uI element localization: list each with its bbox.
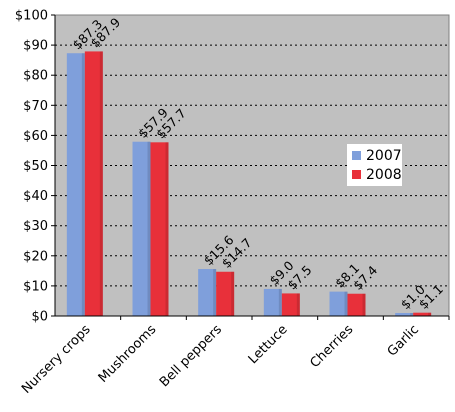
bar-shade-2007 <box>81 53 85 317</box>
category-label: Nursery crops <box>19 322 94 397</box>
gridlines <box>55 44 449 287</box>
bar-2007 <box>66 53 85 317</box>
y-tick-label: $0 <box>31 310 48 325</box>
y-tick-label: $30 <box>23 219 48 234</box>
bar-2007 <box>395 312 414 316</box>
category-label: Lettuce <box>246 322 291 367</box>
bar-2008 <box>84 51 103 317</box>
bar-shade-2007 <box>213 269 217 316</box>
bar-2008 <box>281 293 300 316</box>
category-label: Garlic <box>385 322 422 359</box>
bar-2008 <box>150 142 169 316</box>
bar-shade-2008 <box>296 293 300 316</box>
bar-shade-2008 <box>165 142 169 316</box>
bar-shade-2007 <box>344 291 348 316</box>
bar-2008 <box>216 271 235 316</box>
category-label: Mushrooms <box>96 322 160 386</box>
bar-2007 <box>329 291 348 316</box>
bar-2007 <box>263 288 282 316</box>
bar-2008 <box>413 312 432 316</box>
bar-shade-2007 <box>147 141 151 316</box>
y-tick-label: $70 <box>23 99 48 114</box>
y-tick-label: $60 <box>23 129 48 144</box>
legend-label-2008: 2008 <box>366 167 402 183</box>
legend-label-2007: 2007 <box>366 148 402 164</box>
bar-shade-2008 <box>99 51 103 317</box>
y-axis-ticks: $0 $10 $20 $30 $40 $50 $60 $70 $80 $90 $100 <box>15 9 55 325</box>
bar-shade-2007 <box>410 312 414 316</box>
bar-2008 <box>347 293 366 316</box>
bar-shade-2008 <box>231 271 235 316</box>
bar-2007 <box>198 269 217 316</box>
y-tick-label: $20 <box>23 249 48 264</box>
y-tick-label: $100 <box>15 9 48 24</box>
legend-swatch-2007 <box>352 151 361 160</box>
bar-2007 <box>132 141 151 316</box>
category-label: Bell peppers <box>157 322 225 390</box>
bar-shade-2008 <box>362 293 366 316</box>
y-tick-label: $50 <box>23 159 48 174</box>
y-tick-label: $10 <box>23 279 48 294</box>
legend: 2007 2008 <box>347 144 402 186</box>
legend-swatch-2008 <box>352 170 361 179</box>
y-tick-label: $80 <box>23 69 48 84</box>
category-label: Cherries <box>307 322 356 371</box>
bars <box>66 51 432 317</box>
y-tick-label: $90 <box>23 39 48 54</box>
bar-shade-2007 <box>278 288 282 316</box>
bar-shade-2008 <box>428 312 432 316</box>
y-tick-label: $40 <box>23 189 48 204</box>
